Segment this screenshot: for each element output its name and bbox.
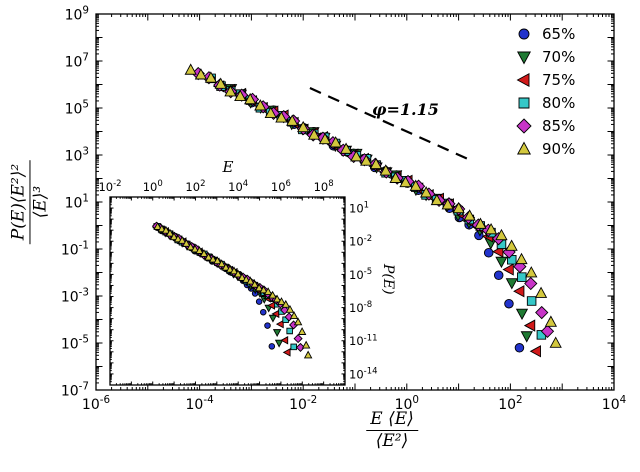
legend: 65% 70% 75% 80% 85% 90%	[514, 24, 575, 158]
legend-item: 80%	[514, 93, 575, 112]
svg-text:10-2: 10-2	[98, 179, 121, 194]
svg-text:108: 108	[314, 179, 334, 194]
legend-item: 85%	[514, 116, 575, 135]
svg-text:10-5: 10-5	[61, 333, 89, 352]
legend-label: 65%	[542, 24, 576, 43]
svg-text:103: 103	[65, 145, 89, 164]
x-axis-label: E ⟨E⟩ ⟨E²⟩	[366, 409, 418, 452]
svg-text:109: 109	[65, 4, 89, 23]
svg-text:10-7: 10-7	[61, 380, 89, 399]
y-axis-label-numerator: P(E)⟨E²⟩²	[8, 159, 31, 245]
legend-label: 85%	[542, 116, 576, 135]
svg-text:104: 104	[228, 179, 248, 194]
svg-text:10-8: 10-8	[349, 300, 372, 315]
svg-text:101: 101	[349, 201, 369, 216]
svg-text:10-6: 10-6	[82, 394, 110, 413]
y-axis-label: P(E)⟨E²⟩² ⟨E⟩³	[8, 159, 51, 245]
diamond-marker-icon	[516, 117, 532, 134]
svg-text:102: 102	[185, 179, 205, 194]
svg-text:10-2: 10-2	[289, 394, 317, 413]
circle-marker-icon	[518, 28, 530, 39]
legend-item: 65%	[514, 24, 575, 43]
svg-text:104: 104	[602, 394, 627, 413]
svg-text:10-3: 10-3	[61, 286, 89, 305]
svg-text:107: 107	[65, 51, 89, 70]
legend-label: 90%	[542, 139, 576, 158]
svg-text:10-5: 10-5	[349, 267, 372, 282]
triangle-down-marker-icon	[516, 51, 532, 64]
svg-text:100: 100	[143, 179, 163, 194]
svg-text:100: 100	[395, 394, 419, 413]
power-law-exponent-annotation: φ=1.15	[372, 100, 439, 119]
legend-label: 80%	[542, 93, 576, 112]
y-axis-label-denominator: ⟨E⟩³	[30, 185, 51, 219]
svg-text:10-2: 10-2	[349, 234, 372, 249]
triangle-left-marker-icon	[516, 72, 530, 87]
svg-text:101: 101	[65, 192, 89, 211]
legend-item: 75%	[514, 70, 575, 89]
svg-text:10-11: 10-11	[349, 333, 378, 348]
svg-text:10-14: 10-14	[349, 366, 378, 381]
svg-text:10-1: 10-1	[61, 239, 89, 258]
legend-label: 70%	[542, 47, 576, 66]
x-axis-label-numerator: E ⟨E⟩	[366, 409, 418, 432]
legend-label: 75%	[542, 70, 576, 89]
legend-item: 70%	[514, 47, 575, 66]
svg-text:102: 102	[498, 394, 522, 413]
square-marker-icon	[518, 97, 530, 108]
svg-text:105: 105	[65, 98, 89, 117]
x-axis-label-denominator: ⟨E²⟩	[375, 431, 409, 452]
svg-text:10-4: 10-4	[186, 394, 215, 413]
svg-text:106: 106	[271, 179, 291, 194]
inset-y-axis-label: P(E)	[380, 264, 396, 295]
inset-x-axis-label: E	[222, 158, 234, 176]
legend-item: 90%	[514, 139, 575, 158]
triangle-up-marker-icon	[516, 141, 532, 154]
